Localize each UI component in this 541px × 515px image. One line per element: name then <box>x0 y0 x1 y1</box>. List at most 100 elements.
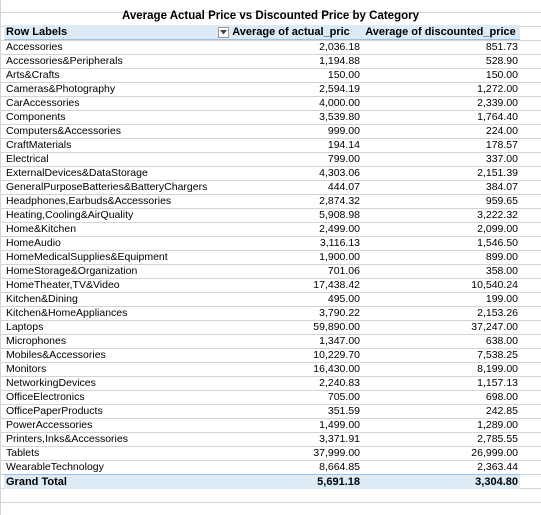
table-row[interactable]: Printers,Inks&Accessories 3,371.91 2,785.5… <box>4 432 520 446</box>
actual-price-cell[interactable]: 1,194.88 <box>319 55 360 67</box>
discounted-price-cell[interactable]: 2,363.44 <box>477 461 518 473</box>
discounted-price-cell[interactable]: 2,785.55 <box>477 433 518 445</box>
pivot-title[interactable]: Average Actual Price vs Discounted Price… <box>122 10 419 22</box>
actual-price-cell[interactable]: 16,430.00 <box>313 363 360 375</box>
actual-price-header[interactable]: Average of actual_pric <box>232 26 350 38</box>
discounted-price-cell[interactable]: 899.00 <box>485 251 518 263</box>
discounted-price-cell[interactable]: 1,546.50 <box>477 237 518 249</box>
row-label-cell[interactable]: Printers,Inks&Accessories <box>6 433 128 445</box>
table-row[interactable]: Accessories&Peripherals 1,194.88 528.90 <box>4 54 520 68</box>
table-row[interactable]: GeneralPurposeBatteries&BatteryChargers 4… <box>4 180 520 194</box>
actual-price-cell[interactable]: 705.00 <box>327 391 360 403</box>
discounted-price-cell[interactable]: 1,764.40 <box>477 111 518 123</box>
actual-price-cell[interactable]: 59,890.00 <box>313 321 360 333</box>
actual-price-cell[interactable]: 3,116.13 <box>319 237 360 249</box>
row-label-cell[interactable]: Headphones,Earbuds&Accessories <box>6 195 172 207</box>
discounted-price-cell[interactable]: 1,157.13 <box>477 377 518 389</box>
actual-price-cell[interactable]: 17,438.42 <box>313 279 360 291</box>
row-label-cell[interactable]: Accessories <box>6 41 63 53</box>
grand-total-discounted[interactable]: 3,304.80 <box>475 476 518 488</box>
discounted-price-cell[interactable]: 2,099.00 <box>477 223 518 235</box>
table-row[interactable]: Cameras&Photography 2,594.19 1,272.00 <box>4 82 520 96</box>
table-row[interactable]: Monitors 16,430.00 8,199.00 <box>4 362 520 376</box>
discounted-price-cell[interactable]: 10,540.24 <box>471 279 518 291</box>
discounted-price-cell[interactable]: 8,199.00 <box>477 363 518 375</box>
discounted-price-cell[interactable]: 638.00 <box>485 335 518 347</box>
row-label-cell[interactable]: NetworkingDevices <box>6 377 96 389</box>
actual-price-cell[interactable]: 444.07 <box>327 181 360 193</box>
actual-price-cell[interactable]: 5,908.98 <box>319 209 360 221</box>
table-row[interactable]: PowerAccessories 1,499.00 1,289.00 <box>4 418 520 432</box>
row-label-cell[interactable]: Arts&Crafts <box>6 69 60 81</box>
actual-price-cell[interactable]: 3,790.22 <box>319 307 360 319</box>
actual-price-cell[interactable]: 2,240.83 <box>319 377 360 389</box>
discounted-price-cell[interactable]: 1,289.00 <box>477 419 518 431</box>
row-label-cell[interactable]: CraftMaterials <box>6 139 72 151</box>
row-label-cell[interactable]: Laptops <box>6 321 44 333</box>
discounted-price-cell[interactable]: 178.57 <box>485 139 518 151</box>
row-label-cell[interactable]: HomeTheater,TV&Video <box>6 279 120 291</box>
discounted-price-cell[interactable]: 2,153.26 <box>477 307 518 319</box>
row-label-cell[interactable]: Electrical <box>6 153 49 165</box>
actual-price-cell[interactable]: 2,594.19 <box>319 83 360 95</box>
discounted-price-cell[interactable]: 698.00 <box>485 391 518 403</box>
row-label-cell[interactable]: HomeStorage&Organization <box>6 265 138 277</box>
table-row[interactable]: HomeMedicalSupplies&Equipment 1,900.00 899… <box>4 250 520 264</box>
row-labels-header[interactable]: Row Labels <box>4 25 230 39</box>
row-label-cell[interactable]: Kitchen&Dining <box>6 293 78 305</box>
discounted-price-cell[interactable]: 242.85 <box>485 405 518 417</box>
actual-price-cell[interactable]: 799.00 <box>327 153 360 165</box>
discounted-price-cell[interactable]: 851.73 <box>485 41 518 53</box>
discounted-price-cell[interactable]: 199.00 <box>485 293 518 305</box>
table-row[interactable]: Accessories 2,036.18 851.73 <box>4 40 520 54</box>
table-row[interactable]: Arts&Crafts 150.00 150.00 <box>4 68 520 82</box>
row-label-cell[interactable]: Monitors <box>6 363 47 375</box>
table-row[interactable]: OfficePaperProducts 351.59 242.85 <box>4 404 520 418</box>
row-label-cell[interactable]: Cameras&Photography <box>6 83 116 95</box>
grand-total-actual[interactable]: 5,691.18 <box>317 476 360 488</box>
discounted-price-cell[interactable]: 384.07 <box>485 181 518 193</box>
row-label-cell[interactable]: OfficeElectronics <box>6 391 85 403</box>
discounted-price-cell[interactable]: 358.00 <box>485 265 518 277</box>
row-label-cell[interactable]: Heating,Cooling&AirQuality <box>6 209 134 221</box>
actual-price-cell[interactable]: 150.00 <box>327 69 360 81</box>
table-row[interactable]: CraftMaterials 194.14 178.57 <box>4 138 520 152</box>
filter-dropdown-icon[interactable] <box>218 26 230 38</box>
discounted-price-cell[interactable]: 37,247.00 <box>471 321 518 333</box>
actual-price-cell[interactable]: 3,371.91 <box>319 433 360 445</box>
table-row[interactable]: Laptops 59,890.00 37,247.00 <box>4 320 520 334</box>
table-row[interactable]: Heating,Cooling&AirQuality 5,908.98 3,222.… <box>4 208 520 222</box>
actual-price-cell[interactable]: 999.00 <box>327 125 360 137</box>
table-row[interactable]: HomeAudio 3,116.13 1,546.50 <box>4 236 520 250</box>
row-label-cell[interactable]: HomeAudio <box>6 237 61 249</box>
actual-price-cell[interactable]: 701.06 <box>327 265 360 277</box>
discounted-price-cell[interactable]: 2,151.39 <box>477 167 518 179</box>
discounted-price-cell[interactable]: 7,538.25 <box>477 349 518 361</box>
actual-price-cell[interactable]: 4,000.00 <box>319 97 360 109</box>
discounted-price-cell[interactable]: 3,222.32 <box>477 209 518 221</box>
table-row[interactable]: Kitchen&HomeAppliances 3,790.22 2,153.26 <box>4 306 520 320</box>
discounted-price-cell[interactable]: 2,339.00 <box>477 97 518 109</box>
table-row[interactable]: Headphones,Earbuds&Accessories 2,874.32 95… <box>4 194 520 208</box>
table-row[interactable]: Mobiles&Accessories 10,229.70 7,538.25 <box>4 348 520 362</box>
actual-price-cell[interactable]: 2,874.32 <box>319 195 360 207</box>
row-label-cell[interactable]: GeneralPurposeBatteries&BatteryChargers <box>6 181 208 193</box>
actual-price-cell[interactable]: 10,229.70 <box>313 349 360 361</box>
actual-price-cell[interactable]: 2,499.00 <box>319 223 360 235</box>
row-label-cell[interactable]: Computers&Accessories <box>6 125 121 137</box>
discounted-price-cell[interactable]: 150.00 <box>485 69 518 81</box>
grand-total-label[interactable]: Grand Total <box>6 476 67 488</box>
discounted-price-cell[interactable]: 224.00 <box>485 125 518 137</box>
actual-price-cell[interactable]: 1,499.00 <box>319 419 360 431</box>
discounted-price-cell[interactable]: 528.90 <box>485 55 518 67</box>
row-label-cell[interactable]: Components <box>6 111 66 123</box>
actual-price-cell[interactable]: 3,539.80 <box>319 111 360 123</box>
grand-total-row[interactable]: Grand Total 5,691.18 3,304.80 <box>4 474 520 489</box>
actual-price-cell[interactable]: 8,664.85 <box>319 461 360 473</box>
row-label-cell[interactable]: Accessories&Peripherals <box>6 55 123 67</box>
actual-price-cell[interactable]: 351.59 <box>327 405 360 417</box>
discounted-price-header[interactable]: Average of discounted_price <box>365 26 516 38</box>
row-label-cell[interactable]: ExternalDevices&DataStorage <box>6 167 148 179</box>
discounted-price-cell[interactable]: 1,272.00 <box>477 83 518 95</box>
table-row[interactable]: Computers&Accessories 999.00 224.00 <box>4 124 520 138</box>
